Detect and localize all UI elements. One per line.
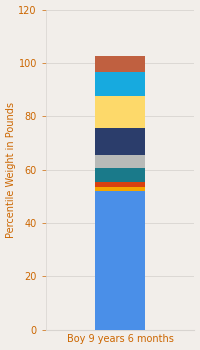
Bar (95, 72, 145, 96)
Bar (95, 56, 145, 72)
Bar (95, 168, 145, 182)
Bar (95, 96, 145, 128)
Y-axis label: Percentile Weight in Pounds: Percentile Weight in Pounds (6, 102, 16, 238)
Bar (95, 187, 145, 191)
Bar (95, 128, 145, 155)
Bar (95, 182, 145, 187)
Bar (95, 191, 145, 330)
Bar (95, 155, 145, 168)
